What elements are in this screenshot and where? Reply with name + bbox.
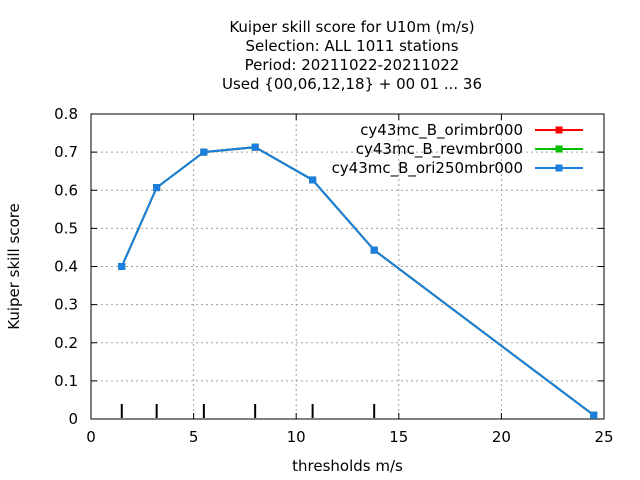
y-tick-label: 0.8 — [54, 105, 78, 123]
data-point — [153, 184, 161, 192]
series-line — [120, 146, 595, 416]
y-tick-label: 0.2 — [54, 334, 78, 352]
series-0 — [118, 143, 598, 419]
y-tick-label: 0 — [68, 410, 78, 428]
y-tick-label: 0.5 — [54, 219, 78, 237]
x-tick-label: 25 — [594, 428, 613, 446]
x-tick-label: 15 — [389, 428, 408, 446]
data-point — [370, 246, 378, 254]
title-line: Used {00,06,12,18} + 00 01 ... 36 — [222, 75, 482, 93]
legend-marker — [555, 164, 563, 172]
chart-title: Kuiper skill score for U10m (m/s)Selecti… — [222, 18, 482, 93]
legend-marker — [555, 126, 563, 134]
y-tick-label: 0.3 — [54, 296, 78, 314]
legend-label: cy43mc_B_ori250mbr000 — [332, 159, 523, 178]
data-point — [590, 411, 598, 419]
series-2 — [118, 143, 598, 419]
grid — [91, 114, 604, 419]
title-line: Kuiper skill score for U10m (m/s) — [229, 18, 474, 36]
data-point — [251, 143, 259, 151]
legend: cy43mc_B_orimbr000cy43mc_B_revmbr000cy43… — [332, 121, 583, 178]
title-line: Selection: ALL 1011 stations — [245, 37, 458, 55]
y-tick-label: 0.1 — [54, 372, 78, 390]
series — [118, 143, 598, 419]
legend-marker — [555, 145, 563, 153]
series-1 — [118, 143, 598, 419]
y-axis-label: Kuiper skill score — [5, 203, 23, 330]
x-tick-label: 10 — [287, 428, 306, 446]
series-line — [120, 146, 595, 416]
y-tick-label: 0.6 — [54, 181, 78, 199]
x-axis-label: thresholds m/s — [292, 457, 403, 475]
legend-label: cy43mc_B_revmbr000 — [356, 140, 523, 159]
threshold-marks — [120, 404, 376, 418]
data-point — [118, 263, 126, 270]
title-line: Period: 20211022-20211022 — [245, 56, 460, 74]
data-point — [200, 148, 208, 156]
x-tick-label: 5 — [189, 428, 199, 446]
y-tick-label: 0.7 — [54, 143, 78, 161]
x-tick-label: 20 — [492, 428, 511, 446]
x-tick-label: 0 — [86, 428, 96, 446]
data-point — [309, 176, 317, 184]
series-line — [120, 146, 595, 416]
y-tick-label: 0.4 — [54, 258, 78, 276]
axis-ticks: 0 0.1 0.2 0.3 0.4 0.5 0.6 0.7 0.8 0 5 10 15 20 25 — [54, 105, 613, 446]
legend-label: cy43mc_B_orimbr000 — [360, 121, 523, 140]
